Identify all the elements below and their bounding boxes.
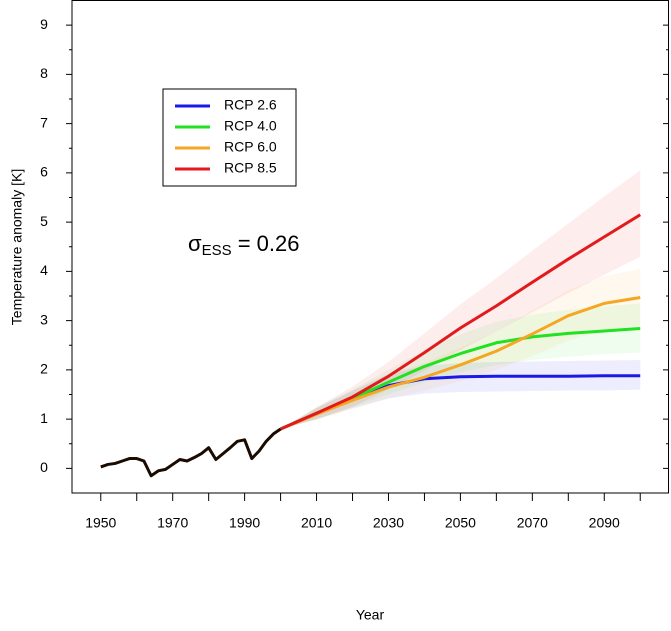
y-tick-label: 8 <box>40 65 48 81</box>
y-tick-label: 4 <box>40 262 48 278</box>
y-tick-label: 0 <box>40 459 48 475</box>
history-line <box>100 427 282 478</box>
legend-box <box>162 88 297 187</box>
legend-label: RCP 4.0 <box>224 118 277 134</box>
x-tick-label: 2090 <box>589 515 620 531</box>
x-tick-label: 1950 <box>85 515 116 531</box>
y-tick-label: 5 <box>40 213 48 229</box>
series-line <box>280 295 641 431</box>
annotation-text: = 0.26 <box>232 231 300 256</box>
x-tick-label: 2070 <box>517 515 548 531</box>
annotation-subscript: ESS <box>202 242 232 259</box>
annotation: σESS = 0.26 <box>188 231 299 259</box>
legend: RCP 2.6 RCP 4.0 RCP 6.0 RCP 8.5 <box>162 88 297 187</box>
y-tick-label: 7 <box>40 114 48 130</box>
series-line <box>279 213 642 431</box>
y-tick-label: 2 <box>40 361 48 377</box>
x-tick-label: 1970 <box>157 515 188 531</box>
x-tick-label: 2030 <box>373 515 404 531</box>
y-tick-label: 9 <box>40 16 48 32</box>
x-tick-label: 2010 <box>301 515 332 531</box>
y-axis-label: Temperature anomaly [K] <box>9 169 25 325</box>
legend-label: RCP 2.6 <box>224 97 277 113</box>
legend-label: RCP 6.0 <box>224 139 277 155</box>
annotation-symbol: σ <box>188 231 202 256</box>
y-tick-label: 1 <box>40 410 48 426</box>
x-tick-label: 2050 <box>445 515 476 531</box>
x-tick-label: 1990 <box>229 515 260 531</box>
legend-label: RCP 8.5 <box>224 160 277 176</box>
y-tick-label: 3 <box>40 311 48 327</box>
x-axis-label: Year <box>356 607 385 623</box>
y-tick-label: 6 <box>40 164 48 180</box>
